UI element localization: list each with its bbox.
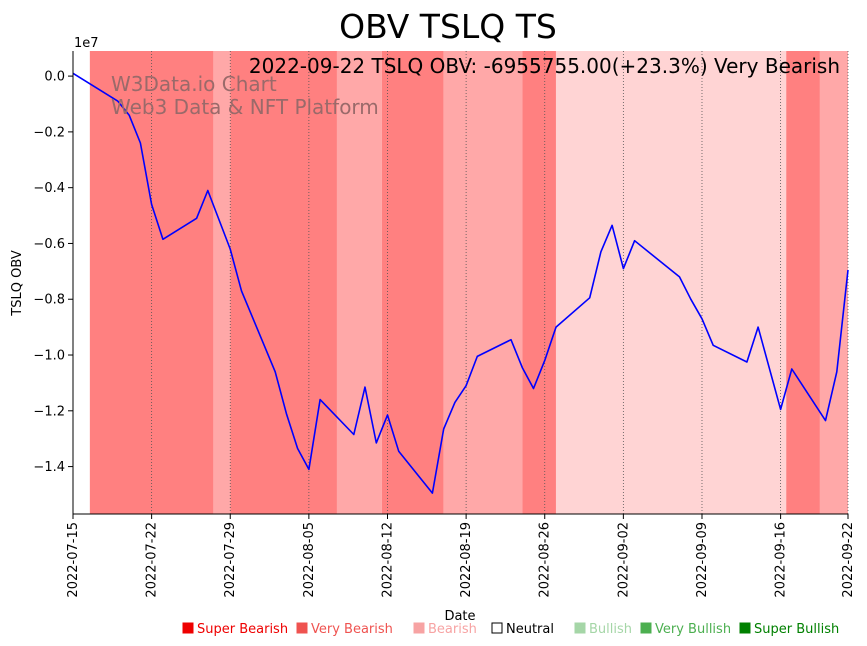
legend-label-3: Neutral xyxy=(506,622,554,637)
x-tick-label-9: 2022-09-16 xyxy=(774,522,789,598)
legend-label-1: Very Bearish xyxy=(311,622,393,637)
chart-title: OBV TSLQ TS xyxy=(339,7,557,46)
x-tick-label-1: 2022-07-22 xyxy=(145,522,160,598)
sentiment-band-8 xyxy=(786,51,820,514)
sentiment-band-3 xyxy=(336,51,382,514)
y-tick-label-3: −0.6 xyxy=(33,237,65,252)
watermark-line-1: W3Data.io Chart xyxy=(111,72,277,96)
watermark-line-2: Web3 Data & NFT Platform xyxy=(111,95,379,119)
sentiment-band-2 xyxy=(230,51,337,514)
sentiment-band-7 xyxy=(555,51,787,514)
x-tick-label-8: 2022-09-09 xyxy=(695,522,710,598)
y-tick-label-1: −0.2 xyxy=(33,125,65,140)
y-tick-label-6: −1.2 xyxy=(33,404,65,419)
latest-value-annotation: 2022-09-22 TSLQ OBV: -6955755.00(+23.3%)… xyxy=(249,54,840,78)
y-tick-label-2: −0.4 xyxy=(33,181,65,196)
legend-label-2: Bearish xyxy=(428,622,477,637)
legend-swatch-4 xyxy=(574,622,586,634)
y-scale-multiplier: 1e7 xyxy=(74,36,99,51)
legend-swatch-3 xyxy=(491,622,503,634)
series-layer xyxy=(72,72,849,494)
y-tick-label-7: −1.4 xyxy=(33,460,65,475)
sentiment-band-4 xyxy=(381,51,444,514)
sentiment-band-9 xyxy=(819,51,848,514)
legend-swatch-5 xyxy=(640,622,652,634)
axes xyxy=(72,51,848,515)
sentiment-band-1 xyxy=(213,51,231,514)
y-axis-label: TSLQ OBV xyxy=(10,250,25,317)
legend-swatch-0 xyxy=(182,622,194,634)
legend-swatch-1 xyxy=(296,622,308,634)
sentiment-band-6 xyxy=(522,51,556,514)
legend: Super Bearish Very Bearish Bearish Neutral B… xyxy=(182,622,839,637)
x-tick-label-10: 2022-09-22 xyxy=(841,522,856,598)
legend-label-0: Super Bearish xyxy=(197,622,288,637)
legend-label-6: Super Bullish xyxy=(754,622,839,637)
legend-label-4: Bullish xyxy=(589,622,632,637)
legend-swatch-6 xyxy=(739,622,751,634)
x-tick-label-7: 2022-09-02 xyxy=(616,522,631,598)
series-line-0 xyxy=(72,72,849,494)
x-tick-label-2: 2022-07-29 xyxy=(223,522,238,598)
y-tick-label-0: 0.0 xyxy=(44,70,65,85)
x-axis-ticks: 2022-07-15 2022-07-22 2022-07-29 2022-08-05… xyxy=(66,514,856,598)
x-tick-label-6: 2022-08-26 xyxy=(538,522,553,598)
y-tick-label-4: −0.8 xyxy=(33,293,65,308)
sentiment-band-5 xyxy=(443,51,523,514)
x-tick-label-4: 2022-08-12 xyxy=(380,522,395,598)
x-tick-label-3: 2022-08-05 xyxy=(302,522,317,598)
y-tick-label-5: −1.0 xyxy=(33,349,65,364)
x-axis-label: Date xyxy=(444,609,475,624)
y-axis-ticks: 0.0 −0.2 −0.4 −0.6 −0.8 −1.0 −1.2 −1.4 xyxy=(33,70,73,475)
legend-label-5: Very Bullish xyxy=(655,622,731,637)
sentiment-bands xyxy=(89,51,848,514)
x-tick-label-5: 2022-08-19 xyxy=(459,522,474,598)
x-tick-label-0: 2022-07-15 xyxy=(66,522,81,598)
legend-swatch-2 xyxy=(413,622,425,634)
